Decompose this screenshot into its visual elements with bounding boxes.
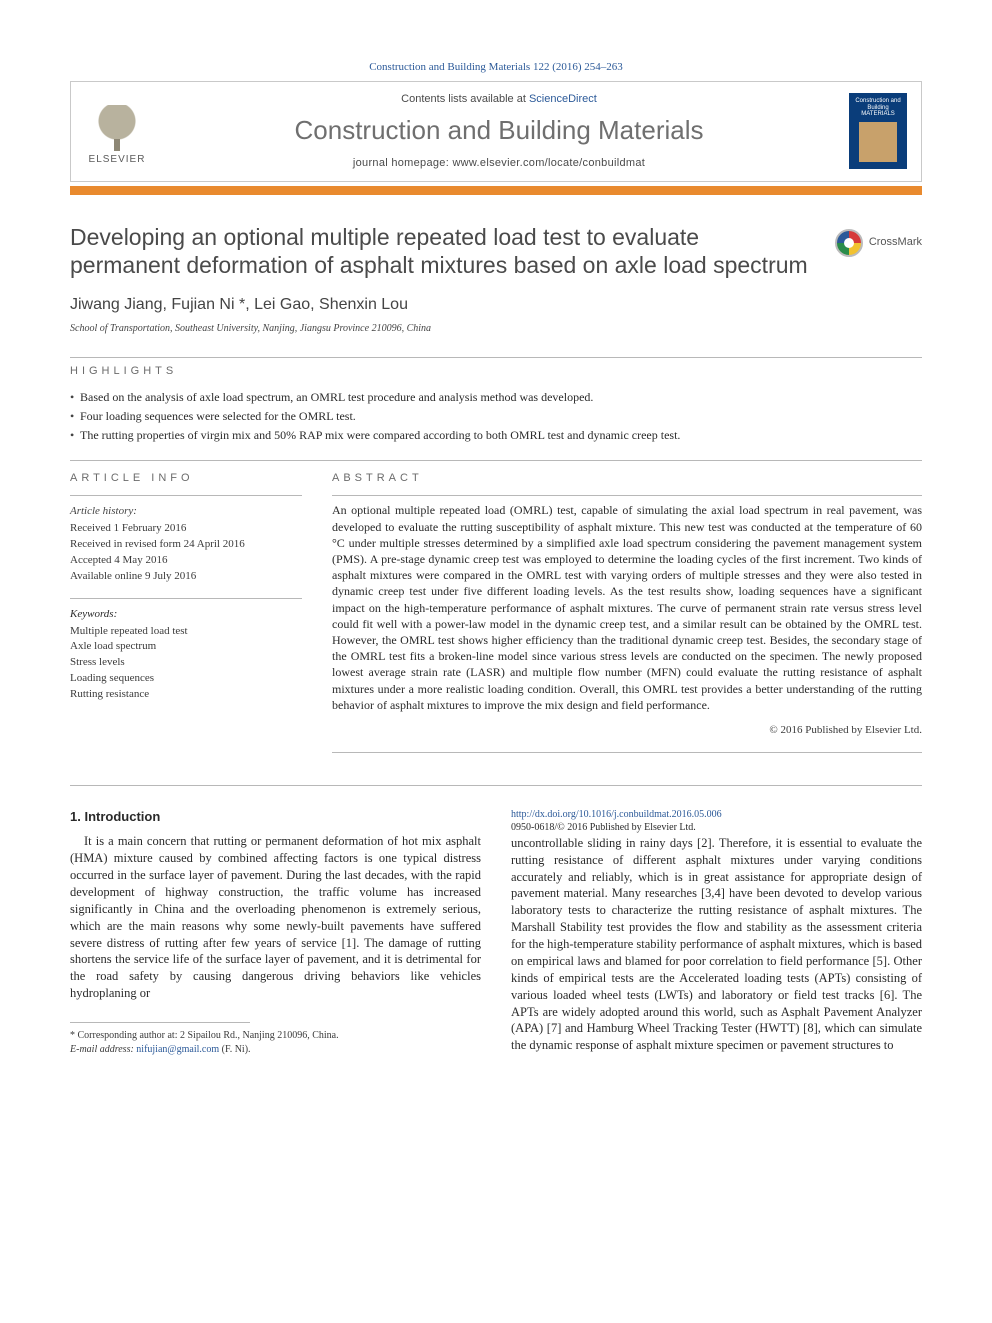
email-link[interactable]: nifujian@gmail.com (136, 1044, 219, 1055)
rule (332, 495, 922, 496)
keyword: Loading sequences (70, 671, 302, 686)
journal-homepage: journal homepage: www.elsevier.com/locat… (149, 156, 849, 171)
intro-paragraph-cont: uncontrollable sliding in rainy days [2]… (511, 835, 922, 1054)
crossmark-badge[interactable]: CrossMark (835, 229, 922, 257)
email-label: E-mail address: (70, 1044, 136, 1055)
corresponding-author-note: * Corresponding author at: 2 Sipailou Rd… (70, 1029, 481, 1043)
rule (70, 460, 922, 461)
sciencedirect-link[interactable]: ScienceDirect (529, 93, 597, 105)
homepage-label: journal homepage: (353, 157, 453, 169)
rule (332, 752, 922, 753)
highlight-item: The rutting properties of virgin mix and… (70, 427, 922, 443)
history-line: Received in revised form 24 April 2016 (70, 537, 302, 552)
accent-bar (70, 186, 922, 195)
footnote-separator (70, 1022, 250, 1023)
journal-header-box: ELSEVIER Contents lists available at Sci… (70, 81, 922, 182)
highlights-heading: HIGHLIGHTS (70, 364, 922, 379)
intro-paragraph: It is a main concern that rutting or per… (70, 833, 481, 1002)
rule (70, 785, 922, 786)
elsevier-wordmark: ELSEVIER (89, 153, 146, 167)
affiliation: School of Transportation, Southeast Univ… (70, 322, 922, 336)
article-info-heading: ARTICLE INFO (70, 471, 302, 486)
highlights-list: Based on the analysis of axle load spect… (70, 389, 922, 444)
abstract-heading: ABSTRACT (332, 471, 922, 486)
journal-cover-thumbnail: Construction and Building MATERIALS (849, 93, 907, 169)
journal-name: Construction and Building Materials (149, 113, 849, 148)
highlight-item: Based on the analysis of axle load spect… (70, 389, 922, 405)
intro-heading: 1. Introduction (70, 808, 481, 826)
article-history: Article history: Received 1 February 201… (70, 495, 302, 583)
crossmark-icon (835, 229, 863, 257)
history-label: Article history: (70, 504, 302, 519)
keyword: Stress levels (70, 655, 302, 670)
email-line: E-mail address: nifujian@gmail.com (F. N… (70, 1043, 481, 1057)
keywords-block: Keywords: Multiple repeated load test Ax… (70, 598, 302, 702)
body-columns: 1. Introduction It is a main concern tha… (70, 808, 922, 1062)
abstract-copyright: © 2016 Published by Elsevier Ltd. (332, 723, 922, 738)
crossmark-label: CrossMark (869, 235, 922, 250)
journal-cover-title: Construction and Building MATERIALS (854, 98, 902, 118)
rule (70, 357, 922, 358)
authors: Jiwang Jiang, Fujian Ni *, Lei Gao, Shen… (70, 294, 922, 316)
history-line: Received 1 February 2016 (70, 521, 302, 536)
email-suffix: (F. Ni). (219, 1044, 250, 1055)
history-line: Available online 9 July 2016 (70, 569, 302, 584)
keyword: Axle load spectrum (70, 639, 302, 654)
history-line: Accepted 4 May 2016 (70, 553, 302, 568)
keyword: Rutting resistance (70, 687, 302, 702)
highlight-item: Four loading sequences were selected for… (70, 408, 922, 424)
elsevier-logo: ELSEVIER (85, 96, 149, 166)
keyword: Multiple repeated load test (70, 624, 302, 639)
issn-copyright: 0950-0618/© 2016 Published by Elsevier L… (511, 822, 696, 833)
journal-cover-art (859, 122, 897, 162)
abstract-body: An optional multiple repeated load (OMRL… (332, 502, 922, 712)
homepage-url[interactable]: www.elsevier.com/locate/conbuildmat (452, 157, 645, 169)
paper-title: Developing an optional multiple repeated… (70, 223, 815, 281)
citation-line: Construction and Building Materials 122 … (70, 60, 922, 75)
contents-line: Contents lists available at ScienceDirec… (149, 92, 849, 107)
contents-prefix: Contents lists available at (401, 93, 529, 105)
elsevier-tree-icon (91, 105, 143, 151)
doi-link[interactable]: http://dx.doi.org/10.1016/j.conbuildmat.… (511, 809, 722, 820)
keywords-label: Keywords: (70, 607, 302, 622)
